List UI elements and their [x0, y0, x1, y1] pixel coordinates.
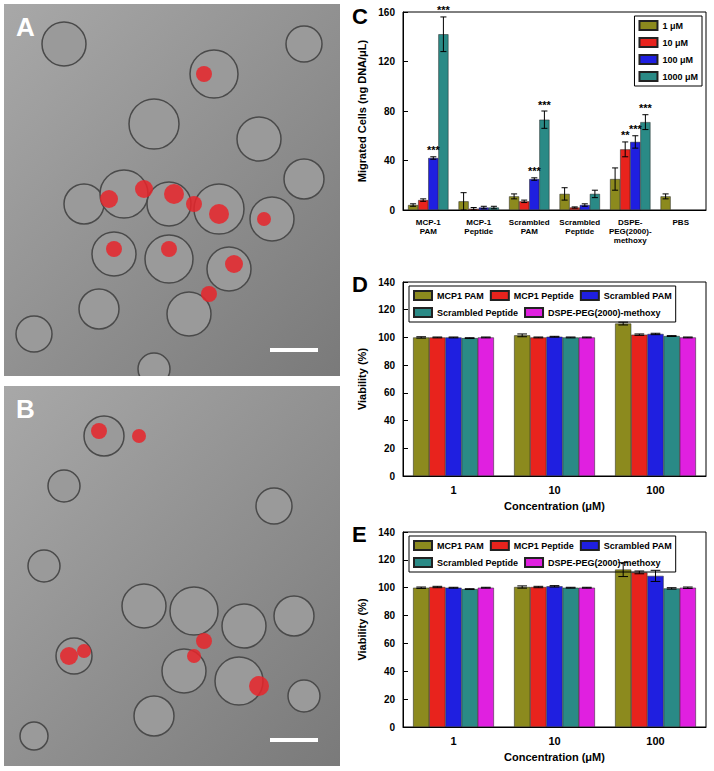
svg-text:1 μM: 1 μM [662, 21, 683, 31]
svg-text:40: 40 [384, 415, 396, 426]
svg-text:***: *** [437, 4, 451, 16]
svg-text:MCP1 PAM: MCP1 PAM [437, 541, 484, 551]
svg-text:MCP1 Peptide: MCP1 Peptide [514, 291, 574, 301]
svg-text:80: 80 [384, 106, 396, 117]
svg-text:***: *** [629, 123, 643, 135]
svg-text:Scrambled: Scrambled [509, 218, 550, 227]
svg-text:PAM: PAM [521, 227, 539, 236]
svg-text:Scrambled: Scrambled [559, 218, 600, 227]
svg-text:Scrambled Peptide: Scrambled Peptide [437, 308, 518, 318]
svg-text:60: 60 [384, 638, 396, 649]
svg-text:DSPE-PEG(2000)-methoxy: DSPE-PEG(2000)-methoxy [548, 558, 661, 568]
svg-text:160: 160 [378, 7, 395, 18]
svg-text:20: 20 [384, 694, 396, 705]
svg-text:0: 0 [389, 471, 395, 482]
svg-text:0: 0 [389, 722, 395, 733]
svg-text:20: 20 [384, 443, 396, 454]
svg-text:100: 100 [378, 582, 395, 593]
svg-text:1: 1 [450, 735, 456, 747]
svg-text:140: 140 [378, 277, 395, 288]
svg-text:E: E [352, 522, 367, 547]
svg-text:***: *** [528, 165, 542, 177]
svg-text:Concentration (μM): Concentration (μM) [504, 500, 605, 512]
svg-text:140: 140 [378, 527, 395, 538]
svg-text:40: 40 [384, 155, 396, 166]
svg-text:80: 80 [384, 360, 396, 371]
svg-text:Scrambled Peptide: Scrambled Peptide [437, 558, 518, 568]
svg-text:1000 μM: 1000 μM [662, 72, 698, 82]
svg-text:MCP1 PAM: MCP1 PAM [437, 291, 484, 301]
svg-text:10: 10 [548, 735, 560, 747]
svg-text:DSPE-: DSPE- [618, 218, 643, 227]
svg-text:Migrated Cells (ng DNA/μL): Migrated Cells (ng DNA/μL) [356, 39, 368, 182]
svg-text:A: A [16, 12, 35, 42]
svg-text:MCP1 Peptide: MCP1 Peptide [514, 541, 574, 551]
svg-text:100: 100 [378, 332, 395, 343]
svg-text:120: 120 [378, 554, 395, 565]
svg-text:D: D [352, 272, 368, 297]
svg-text:60: 60 [384, 387, 396, 398]
svg-text:PAM: PAM [420, 227, 438, 236]
svg-text:120: 120 [378, 56, 395, 67]
svg-text:Viability (%): Viability (%) [356, 348, 368, 410]
svg-text:1: 1 [450, 484, 456, 496]
svg-text:120: 120 [378, 304, 395, 315]
svg-text:10 μM: 10 μM [662, 38, 688, 48]
svg-text:DSPE-PEG(2000)-methoxy: DSPE-PEG(2000)-methoxy [548, 308, 661, 318]
svg-text:methoxy: methoxy [614, 236, 647, 245]
svg-text:PBS: PBS [673, 218, 690, 227]
svg-text:***: *** [538, 99, 552, 111]
svg-text:C: C [352, 4, 368, 29]
svg-text:Scrambled PAM: Scrambled PAM [604, 541, 672, 551]
svg-text:0: 0 [389, 205, 395, 216]
svg-text:B: B [16, 394, 35, 424]
svg-text:10: 10 [548, 484, 560, 496]
svg-text:100: 100 [646, 484, 664, 496]
svg-text:Peptide: Peptide [464, 227, 493, 236]
svg-text:40: 40 [384, 666, 396, 677]
svg-text:MCP-1: MCP-1 [416, 218, 441, 227]
svg-text:100 μM: 100 μM [662, 55, 693, 65]
svg-text:80: 80 [384, 610, 396, 621]
svg-text:Viability (%): Viability (%) [356, 598, 368, 660]
svg-text:PEG(2000)-: PEG(2000)- [609, 227, 652, 236]
svg-text:MCP-1: MCP-1 [466, 218, 491, 227]
svg-text:Scrambled PAM: Scrambled PAM [604, 291, 672, 301]
svg-text:Concentration (μM): Concentration (μM) [504, 751, 605, 763]
svg-text:Peptide: Peptide [565, 227, 594, 236]
svg-text:***: *** [427, 144, 441, 156]
svg-text:100: 100 [646, 735, 664, 747]
svg-text:***: *** [639, 102, 653, 114]
